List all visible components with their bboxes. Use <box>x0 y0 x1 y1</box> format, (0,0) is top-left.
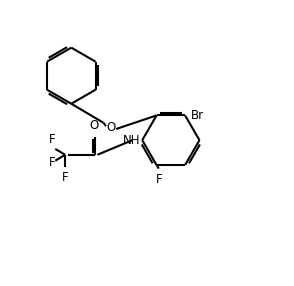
Text: Br: Br <box>191 109 204 122</box>
Text: O: O <box>89 119 98 132</box>
Text: F: F <box>62 171 69 184</box>
Text: NH: NH <box>123 134 141 147</box>
Text: F: F <box>49 133 56 146</box>
Text: F: F <box>49 156 56 168</box>
Text: F: F <box>156 173 162 186</box>
Text: O: O <box>106 121 116 134</box>
